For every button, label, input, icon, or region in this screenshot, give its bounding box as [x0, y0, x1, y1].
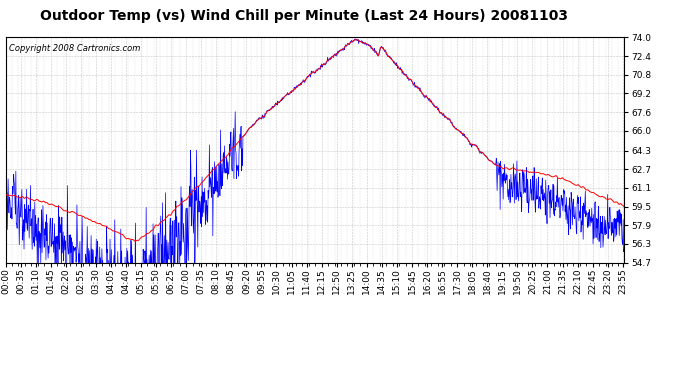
Text: Outdoor Temp (vs) Wind Chill per Minute (Last 24 Hours) 20081103: Outdoor Temp (vs) Wind Chill per Minute … [39, 9, 568, 23]
Text: Copyright 2008 Cartronics.com: Copyright 2008 Cartronics.com [8, 44, 140, 53]
